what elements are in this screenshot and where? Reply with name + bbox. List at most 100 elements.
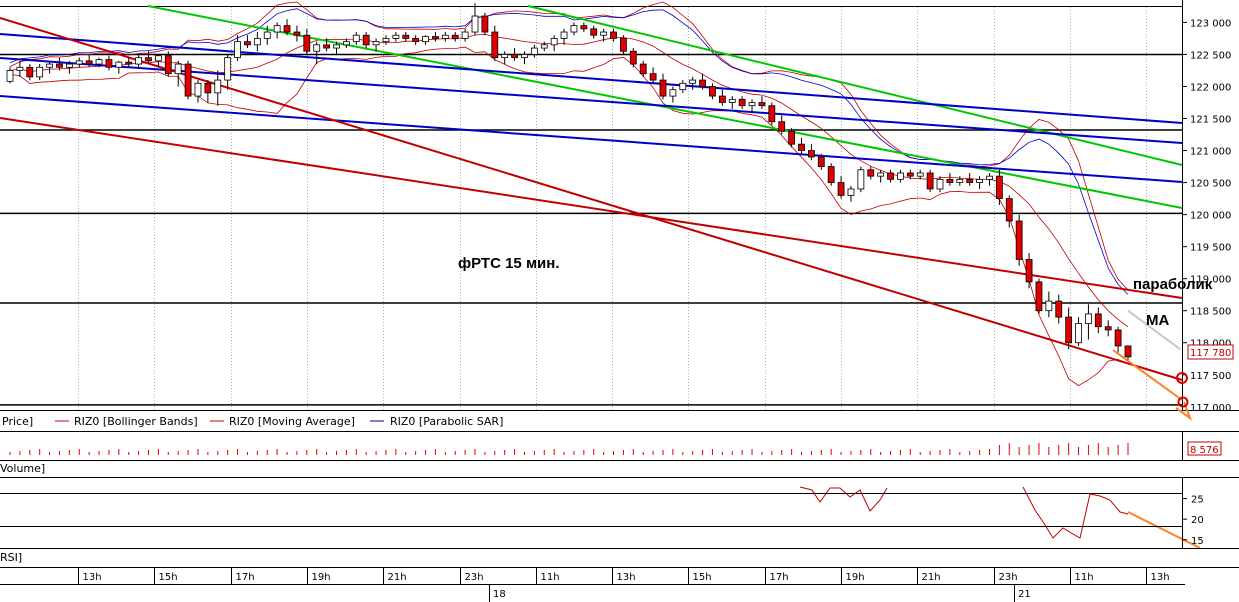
candle-body <box>689 79 697 84</box>
candle-body <box>283 25 291 33</box>
price-tick-label: 118 500 <box>1190 307 1231 318</box>
candle-body <box>65 63 73 68</box>
candle-body <box>263 31 271 39</box>
candle-body <box>629 50 637 65</box>
legend: Price] RIZ0 [Bollinger Bands] RIZ0 [Movi… <box>2 415 503 428</box>
candle-body <box>738 98 746 107</box>
time-tick-label: 15h <box>693 572 712 583</box>
candle-body <box>432 36 439 39</box>
legend-price: Price] <box>2 415 33 428</box>
trendline <box>147 5 1183 209</box>
candle-body <box>352 34 360 43</box>
candle-body <box>659 79 667 97</box>
candle-body <box>471 15 479 33</box>
candle-body <box>1114 329 1122 347</box>
candle-body <box>313 44 321 52</box>
candle-body <box>1035 281 1043 312</box>
price-tick-label: 122 500 <box>1190 50 1231 61</box>
time-axis: 13h 15h 17h 19h 21h 23h 11h 13h 15h 17h 19h 21h 23h 1… <box>0 567 1239 602</box>
candle-body <box>234 41 241 59</box>
candle-body <box>837 182 845 196</box>
candle-body <box>867 169 875 177</box>
candle-body <box>699 79 706 87</box>
price-tick-label: 117 000 <box>1190 403 1231 414</box>
candle-body <box>333 44 340 49</box>
candle-body <box>372 41 380 46</box>
candle-body <box>115 61 123 68</box>
trendline <box>0 17 1183 381</box>
rsi-axis: 25 20 15 <box>1182 495 1204 547</box>
candle-body <box>926 172 934 190</box>
time-tick-label: 19h <box>846 572 865 583</box>
candle-body <box>570 25 578 33</box>
chart-title: фРТС 15 мин. <box>458 255 560 272</box>
candle-body <box>135 57 143 65</box>
candle-body <box>1025 259 1033 283</box>
candle-body <box>1104 326 1112 331</box>
candle-body <box>1065 316 1073 344</box>
candles <box>6 3 1132 362</box>
candle-body <box>798 143 805 151</box>
candle-body <box>728 98 736 103</box>
price-tick-label: 118 000 <box>1190 339 1231 350</box>
candle-body <box>897 172 904 180</box>
price-tick-label: 120 000 <box>1190 211 1231 222</box>
candle-body <box>204 82 212 94</box>
time-tick-label: 11h <box>1075 572 1094 583</box>
candle-body <box>610 31 617 39</box>
annotation-parabolic: параболик <box>1133 276 1213 293</box>
price-tick-label: 119 500 <box>1190 243 1231 254</box>
time-tick-label: 23h <box>999 572 1018 583</box>
bollinger-bands <box>9 1 1181 387</box>
candle-body <box>342 41 350 46</box>
candle-body <box>995 175 1003 199</box>
candle-body <box>511 54 518 59</box>
candle-body <box>550 38 558 46</box>
candle-body <box>46 63 53 68</box>
candle-body <box>521 54 528 59</box>
candle-body <box>847 188 855 196</box>
trendline <box>0 33 1183 124</box>
candle-body <box>194 82 202 97</box>
candle-body <box>580 25 588 30</box>
price-panel <box>0 0 1239 432</box>
candle-body <box>976 178 983 183</box>
trendlines <box>0 5 1183 381</box>
candle-body <box>1055 300 1063 318</box>
time-tick-label: 19h <box>312 572 331 583</box>
time-tick-label: 17h <box>236 572 255 583</box>
time-tick-label: 23h <box>465 572 484 583</box>
candle-body <box>224 57 232 81</box>
volume-value-box <box>1187 441 1222 456</box>
volume-bars <box>9 443 1129 455</box>
candle-body <box>16 66 24 71</box>
rsi-line <box>799 486 1129 539</box>
projection-arrows <box>1112 349 1201 549</box>
trendline <box>0 117 1183 299</box>
candle-body <box>788 130 796 145</box>
candle-body <box>877 172 885 177</box>
candle-body <box>768 105 776 123</box>
candle-body <box>145 57 152 62</box>
candle-body <box>1094 313 1102 328</box>
date-label: 21 <box>1018 589 1031 600</box>
candle-body <box>778 121 786 132</box>
horizontal-levels <box>0 53 1182 406</box>
rsi-panel: 25 20 15 RSI] <box>0 478 1239 564</box>
volume-value: 8 576 <box>1190 445 1219 456</box>
candle-body <box>164 55 172 75</box>
date-label: 18 <box>493 589 506 600</box>
time-tick-label: 21h <box>922 572 941 583</box>
candle-body <box>1085 313 1092 324</box>
legend-ma: RIZ0 [Moving Average] <box>229 415 355 428</box>
time-tick-label: 13h <box>617 572 636 583</box>
candle-body <box>906 172 914 177</box>
candle-body <box>1124 345 1132 358</box>
time-tick-label: 13h <box>1151 572 1170 583</box>
time-tick-label: 11h <box>541 572 560 583</box>
time-tick-label: 15h <box>159 572 178 583</box>
candle-body <box>679 82 687 91</box>
candle-body <box>36 66 44 78</box>
candle-body <box>56 63 63 68</box>
